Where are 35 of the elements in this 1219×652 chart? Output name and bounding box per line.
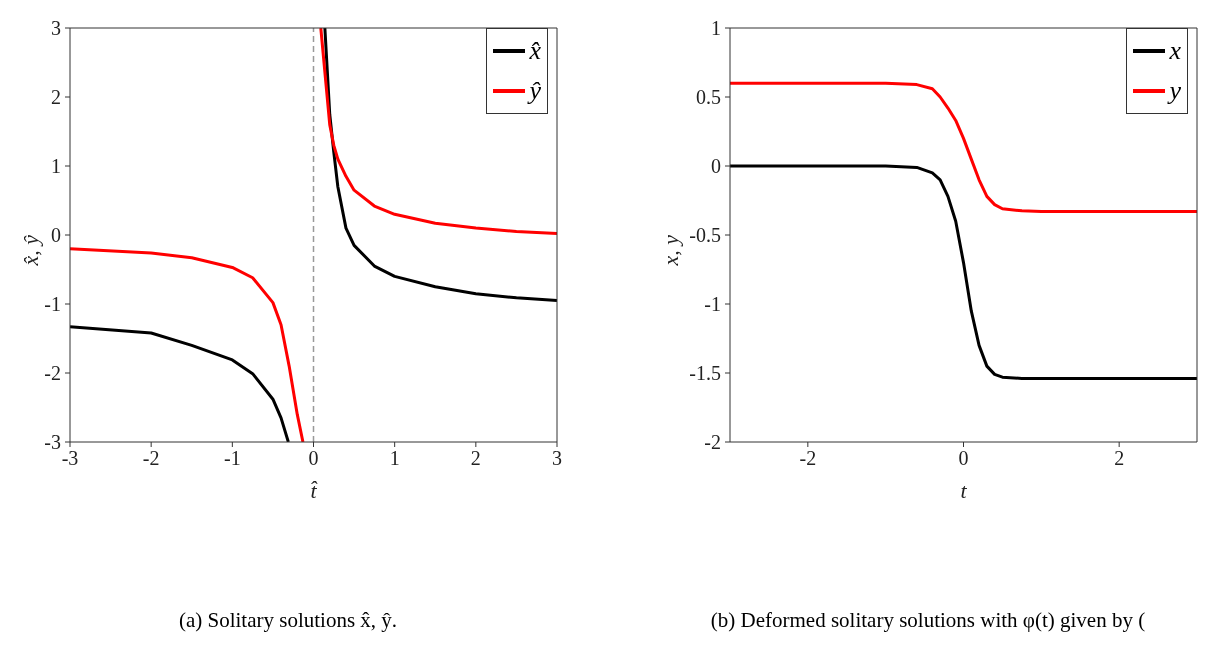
text: (a) Solitary solutions x̂, ŷ.	[177, 608, 399, 633]
x-tick-label: -1	[224, 447, 241, 470]
x-tick-label: 0	[958, 447, 969, 470]
x-tick-label: 0	[308, 447, 319, 470]
y-tick-label: -1	[44, 293, 61, 316]
legend-label: x	[1169, 35, 1181, 67]
x-axis-title: t̂	[310, 478, 319, 503]
y-tick-label: 0	[711, 155, 721, 178]
x-tick-label: -2	[142, 447, 160, 470]
y-tick-label: 1	[711, 17, 721, 40]
y-tick-label: 3	[51, 17, 61, 40]
y-axis-title: x, y	[657, 234, 683, 267]
y-tick-label: 1	[51, 155, 61, 178]
x-tick-label: 1	[389, 447, 400, 470]
legend-label: x̂	[529, 35, 541, 67]
y-axis-title: x̂, ŷ	[17, 234, 43, 267]
y-tick-label: 0.5	[696, 86, 721, 109]
legend-label: ŷ	[529, 75, 541, 107]
legend-label: y	[1169, 75, 1181, 107]
x-axis-title: t	[960, 478, 968, 503]
y-tick-label: -2	[704, 431, 721, 454]
line-series	[730, 81, 1197, 214]
text: (b) Deformed solitary solutions with φ(t) given by (	[709, 608, 1147, 633]
y-tick-label: 0	[51, 224, 61, 247]
y-tick-label: -2	[44, 362, 61, 385]
x-tick-label: -2	[799, 447, 817, 470]
y-tick-label: -1	[704, 293, 721, 316]
x-tick-label: 2	[470, 447, 481, 470]
line-series	[730, 164, 1197, 381]
y-tick-label: 2	[51, 86, 61, 109]
y-tick-label: -3	[44, 431, 61, 454]
y-tick-label: -0.5	[689, 224, 721, 247]
x-tick-label: 2	[1114, 447, 1125, 470]
x-tick-label: 3	[552, 447, 562, 470]
y-tick-label: -1.5	[689, 362, 721, 385]
